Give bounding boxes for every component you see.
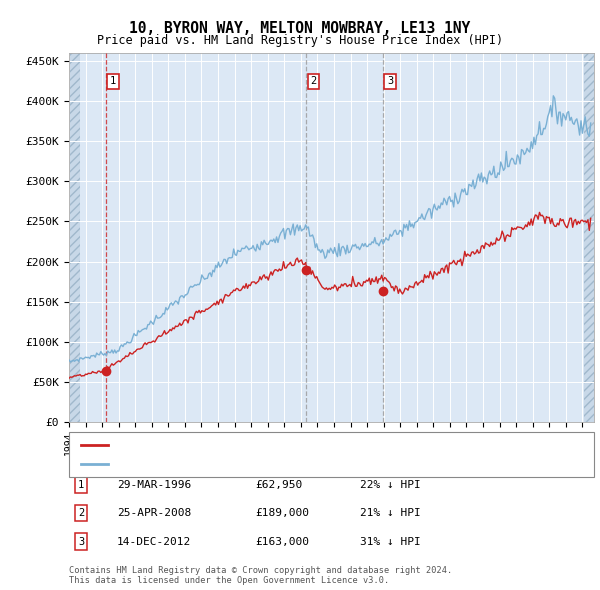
Text: Contains HM Land Registry data © Crown copyright and database right 2024.
This d: Contains HM Land Registry data © Crown c… <box>69 566 452 585</box>
Text: 22% ↓ HPI: 22% ↓ HPI <box>360 480 421 490</box>
Bar <box>584 53 595 422</box>
Text: 3: 3 <box>78 537 84 546</box>
Text: HPI: Average price, detached house, Melton: HPI: Average price, detached house, Melt… <box>114 460 377 469</box>
Bar <box>69 53 80 422</box>
Text: £163,000: £163,000 <box>255 537 309 546</box>
Text: £62,950: £62,950 <box>255 480 302 490</box>
Text: 2: 2 <box>78 509 84 518</box>
Text: 25-APR-2008: 25-APR-2008 <box>117 509 191 518</box>
Text: 31% ↓ HPI: 31% ↓ HPI <box>360 537 421 546</box>
Text: 14-DEC-2012: 14-DEC-2012 <box>117 537 191 546</box>
Text: 2: 2 <box>310 76 317 86</box>
Text: 1: 1 <box>78 480 84 490</box>
Text: 10, BYRON WAY, MELTON MOWBRAY, LE13 1NY (detached house): 10, BYRON WAY, MELTON MOWBRAY, LE13 1NY … <box>114 440 464 450</box>
Text: 29-MAR-1996: 29-MAR-1996 <box>117 480 191 490</box>
Text: £189,000: £189,000 <box>255 509 309 518</box>
Text: 21% ↓ HPI: 21% ↓ HPI <box>360 509 421 518</box>
Text: 1: 1 <box>110 76 116 86</box>
Text: Price paid vs. HM Land Registry's House Price Index (HPI): Price paid vs. HM Land Registry's House … <box>97 34 503 47</box>
Text: 10, BYRON WAY, MELTON MOWBRAY, LE13 1NY: 10, BYRON WAY, MELTON MOWBRAY, LE13 1NY <box>130 21 470 35</box>
Text: 3: 3 <box>387 76 393 86</box>
